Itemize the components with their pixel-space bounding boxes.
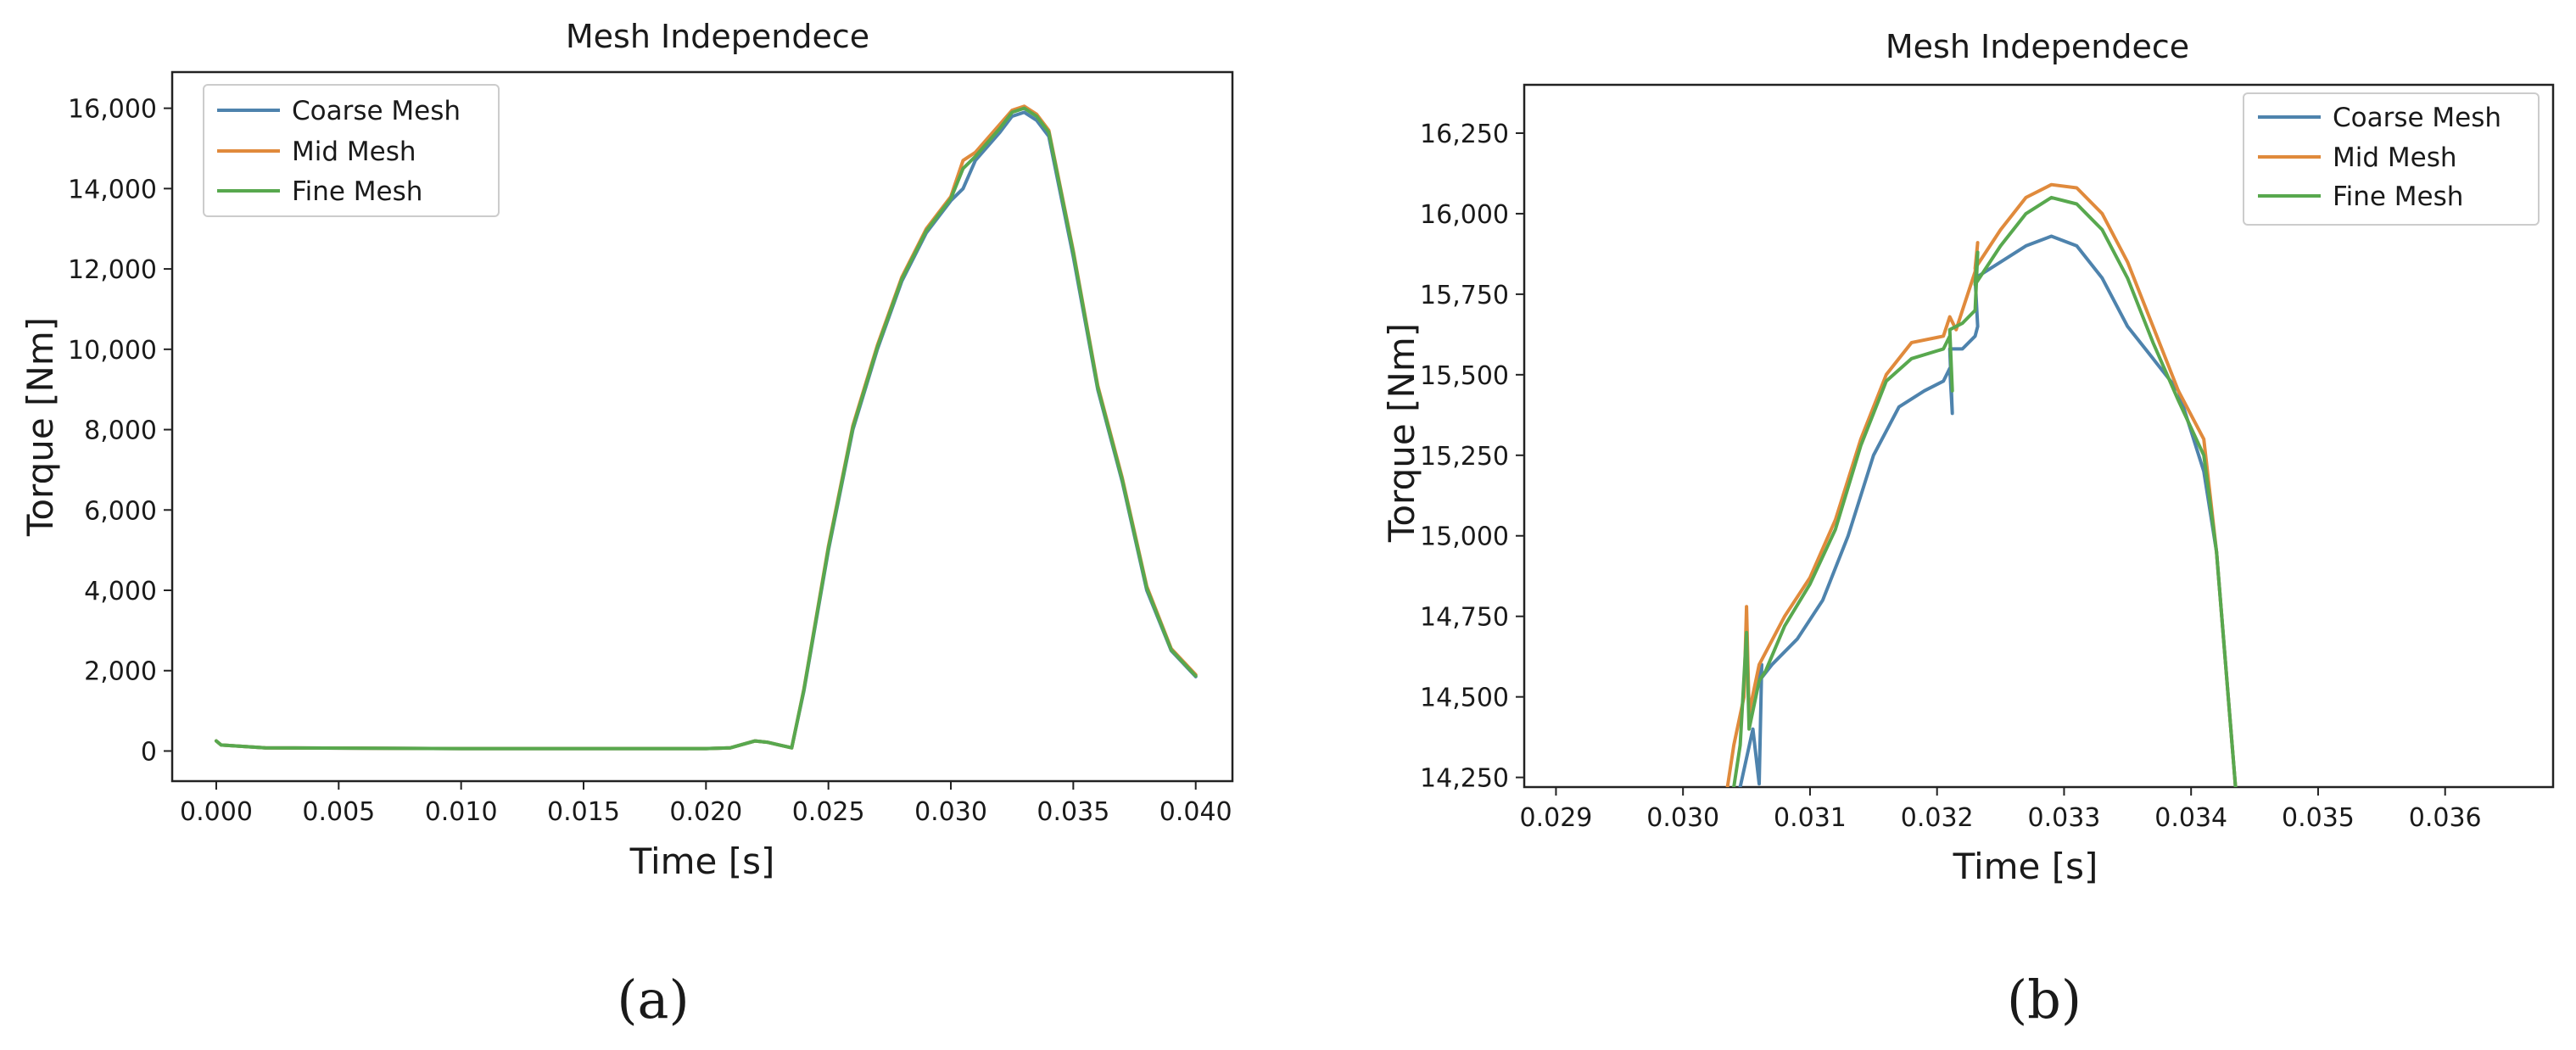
x-tick-label: 0.015	[547, 797, 620, 827]
x-axis: 0.029 0.030 0.031 0.032 0.033 0.034 0.035 0.036	[1519, 787, 2482, 833]
legend-item-coarse: Coarse Mesh	[2258, 103, 2501, 133]
plot-lines	[215, 104, 1198, 751]
y-tick-label: 12,000	[68, 255, 157, 285]
x-tick-label: 0.029	[1519, 803, 1592, 833]
panel-label-b: (b)	[2007, 969, 2081, 1030]
y-axis-label: Torque [Nm]	[1381, 323, 1422, 543]
x-tick-label: 0.032	[1901, 803, 1974, 833]
x-tick-label: 0.036	[2409, 803, 2482, 833]
y-tick-label: 14,250	[1420, 764, 1509, 794]
legend-label-mid: Mid Mesh	[2333, 142, 2457, 173]
y-tick-label: 2,000	[84, 657, 157, 687]
x-tick-label: 0.035	[1037, 797, 1109, 827]
chart-title: Mesh Independece	[1886, 28, 2189, 65]
y-tick-label: 15,750	[1420, 281, 1509, 310]
x-tick-label: 0.030	[914, 797, 987, 827]
legend-box	[203, 84, 500, 217]
x-tick-label: 0.025	[792, 797, 865, 827]
y-tick-label: 15,500	[1420, 361, 1509, 391]
x-tick-label: 0.020	[669, 797, 742, 827]
plot-lines	[1725, 182, 2238, 787]
series-line-coarse	[1738, 234, 2238, 787]
series-line-fine	[215, 106, 1198, 751]
y-tick-label: 16,250	[1420, 120, 1509, 149]
chart-panel-b: Mesh Independece 0.029 0.030 0.031 0.032 0.0…	[1381, 28, 2555, 1030]
y-tick-label: 14,750	[1420, 603, 1509, 633]
legend-label-coarse: Coarse Mesh	[2333, 103, 2501, 133]
legend-item-mid: Mid Mesh	[217, 137, 416, 167]
chart-panel-a: Mesh Independece 0.000 0.005 0.010 0.015 0.0…	[20, 18, 1234, 1030]
y-tick-label: 16,000	[1420, 200, 1509, 230]
legend-label-coarse: Coarse Mesh	[292, 96, 461, 126]
y-tick-label: 14,500	[1420, 684, 1509, 713]
series-line-mid	[1725, 182, 2238, 787]
x-tick-label: 0.035	[2282, 803, 2355, 833]
x-tick-label: 0.010	[425, 797, 498, 827]
x-tick-label: 0.005	[302, 797, 375, 827]
legend-box	[2243, 92, 2540, 226]
y-axis-label: Torque [Nm]	[20, 317, 61, 537]
legend-item-mid: Mid Mesh	[2258, 142, 2457, 173]
y-tick-label: 16,000	[68, 95, 157, 125]
y-tick-label: 15,250	[1420, 442, 1509, 472]
plot-frame	[170, 70, 1234, 783]
series-line-fine	[1732, 195, 2238, 787]
x-axis-label: Time [s]	[629, 841, 775, 882]
legend-label-mid: Mid Mesh	[292, 137, 416, 167]
x-tick-label: 0.034	[2154, 803, 2227, 833]
y-tick-label: 14,000	[68, 175, 157, 204]
legend-item-fine: Fine Mesh	[217, 176, 422, 207]
legend-label-fine: Fine Mesh	[292, 176, 422, 207]
y-tick-label: 15,000	[1420, 522, 1509, 552]
legend: Coarse Mesh Mid Mesh Fine Mesh	[203, 84, 500, 217]
x-tick-label: 0.040	[1159, 797, 1232, 827]
x-axis: 0.000 0.005 0.010 0.015 0.020 0.025 0.030 0.035…	[180, 781, 1232, 827]
y-tick-label: 4,000	[84, 577, 157, 606]
legend: Coarse Mesh Mid Mesh Fine Mesh	[2243, 92, 2540, 226]
x-tick-label: 0.031	[1774, 803, 1847, 833]
x-axis-label: Time [s]	[1953, 846, 2098, 887]
panel-label-a: (a)	[617, 969, 689, 1030]
y-tick-label: 8,000	[84, 416, 157, 446]
legend-item-fine: Fine Mesh	[2258, 182, 2463, 212]
y-axis: 14,250 14,500 14,750 15,000 15,250 15,500 15,7…	[1420, 120, 1524, 794]
legend-item-coarse: Coarse Mesh	[217, 96, 461, 126]
y-tick-label: 10,000	[68, 336, 157, 366]
y-axis: 0 2,000 4,000 6,000 8,000 10,000 12,000 14,000 1…	[68, 95, 172, 767]
plot-frame	[1523, 83, 2555, 789]
y-tick-label: 6,000	[84, 496, 157, 526]
y-tick-label: 0	[141, 737, 157, 767]
chart-title: Mesh Independece	[566, 18, 869, 55]
x-tick-label: 0.033	[2028, 803, 2101, 833]
legend-label-fine: Fine Mesh	[2333, 182, 2463, 212]
x-tick-label: 0.030	[1646, 803, 1719, 833]
x-tick-label: 0.000	[180, 797, 253, 827]
